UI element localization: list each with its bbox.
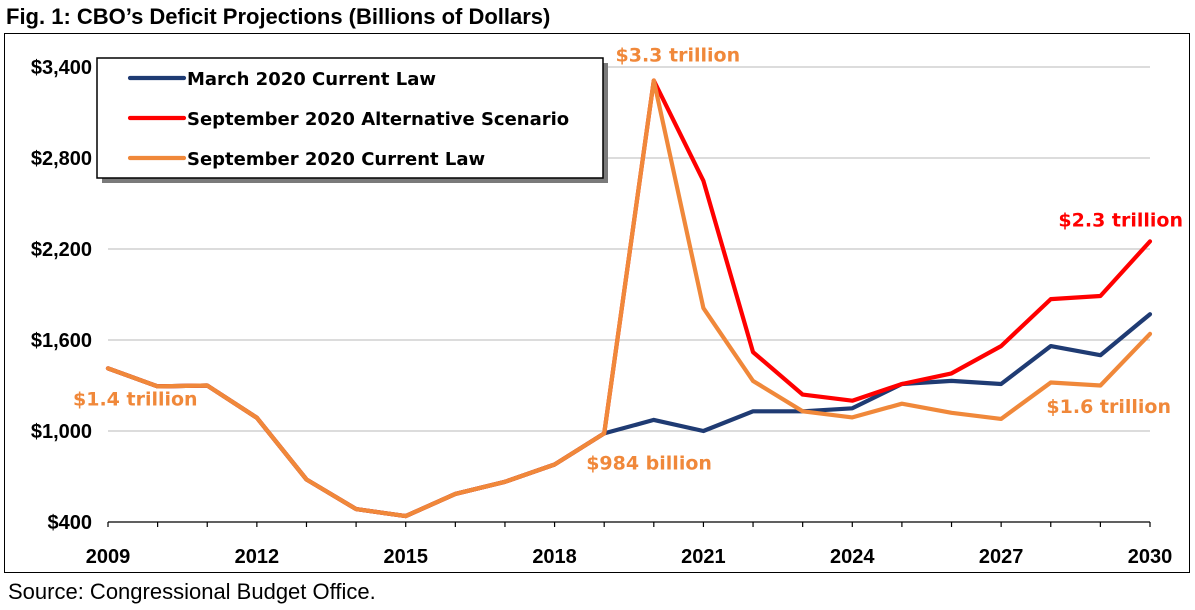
x-tick-label: 2018 [532,546,577,568]
chart-frame [4,33,1190,573]
x-tick-label: 2027 [979,546,1024,568]
legend-item-march-2020-current-law: March 2020 Current Law [127,69,436,90]
series-lines [105,78,1153,519]
y-tick-label: $2,800 [31,148,92,170]
legend-item-september-2020-current-law: September 2020 Current Law [127,149,485,170]
x-tick-label: 2024 [830,546,875,568]
annotation-2009: $1.4 trillion [73,388,198,410]
x-axis-tick-labels: 2009 2012 2015 2018 2021 2024 2027 2030 [86,546,1173,568]
axes [107,521,1151,527]
chart-legend: March 2020 Current Law September 2020 Alt… [96,57,608,183]
annotation-2020-peak: $3.3 trillion [616,44,741,66]
chart-title: Fig. 1: CBO’s Deficit Projections (Billi… [6,4,551,29]
series-march-2020-current-law [105,312,1153,519]
series-september-2020-current-law [105,78,1153,519]
legend-label: September 2020 Current Law [187,149,485,170]
y-tick-label: $2,200 [31,239,92,261]
legend-label: September 2020 Alternative Scenario [187,109,569,130]
y-tick-label: $3,400 [31,57,92,79]
legend-label: March 2020 Current Law [187,69,436,90]
legend-item-september-2020-alternative: September 2020 Alternative Scenario [127,109,569,130]
annotation-2019: $984 billion [586,452,712,474]
y-axis-tick-labels: $400 $1,000 $1,600 $2,200 $2,800 $3,400 [31,57,92,534]
annotation-2030-current-law: $1.6 trillion [1046,396,1171,418]
x-tick-label: 2009 [86,546,131,568]
y-tick-label: $1,000 [31,421,92,443]
data-annotations: $1.4 trillion $984 billion $3.3 trillion $2… [73,44,1183,474]
x-tick-label: 2030 [1128,546,1173,568]
x-tick-label: 2021 [681,546,726,568]
y-tick-label: $400 [48,512,93,534]
x-tick-label: 2015 [383,546,428,568]
x-tick-label: 2012 [235,546,280,568]
source-note: Source: Congressional Budget Office. [8,579,376,604]
annotation-2030-alternative: $2.3 trillion [1058,209,1183,231]
y-tick-label: $1,600 [31,330,92,352]
